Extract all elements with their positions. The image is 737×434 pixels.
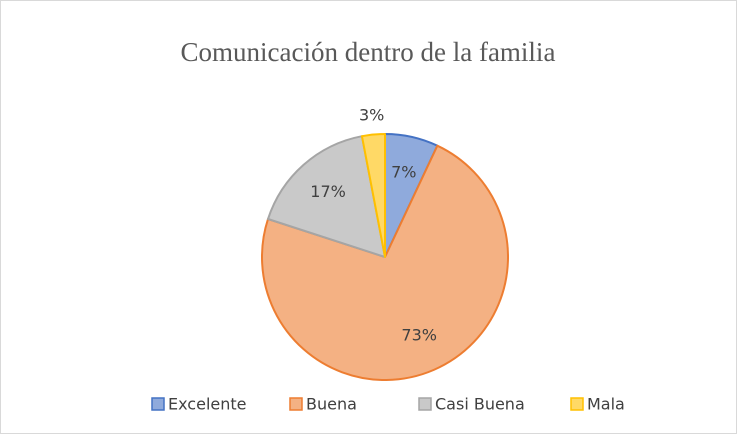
chart-title: Comunicación dentro de la familia [181, 37, 556, 67]
legend-swatch [570, 397, 584, 411]
legend-label: Excelente [168, 395, 246, 414]
legend-label: Casi Buena [435, 395, 525, 414]
legend-label: Buena [306, 395, 357, 414]
pie-slice [360, 133, 386, 258]
pie-slice [261, 144, 509, 381]
data-label: 17% [310, 182, 346, 201]
pie-slice [267, 135, 386, 258]
data-label: 7% [391, 162, 416, 181]
legend-swatch [418, 397, 432, 411]
data-label: 73% [401, 326, 437, 345]
legend-swatch [289, 397, 303, 411]
data-label: 3% [359, 106, 384, 125]
legend-label: Mala [587, 395, 625, 414]
legend-swatch [151, 397, 165, 411]
